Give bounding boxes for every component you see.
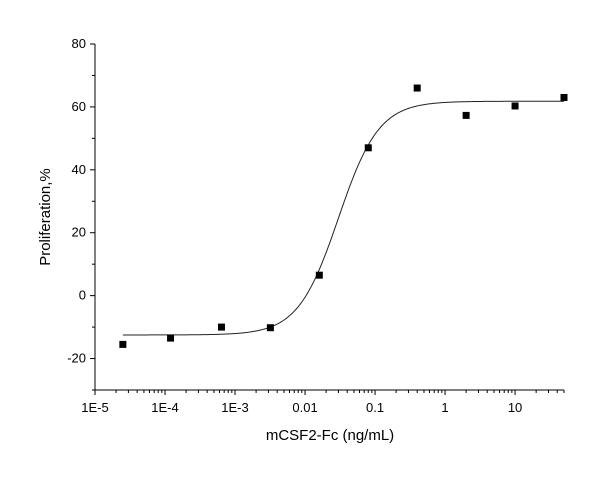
x-tick-label: 0.01 xyxy=(292,400,317,415)
x-tick-label: 1E-3 xyxy=(221,400,248,415)
y-tick-label: 60 xyxy=(72,99,86,114)
y-tick-label: 40 xyxy=(72,162,86,177)
data-point xyxy=(413,84,421,92)
x-axis-title: mCSF2-Fc (ng/mL) xyxy=(266,427,394,444)
data-point xyxy=(462,111,470,119)
x-tick-label: 1E-4 xyxy=(151,400,178,415)
axes xyxy=(94,44,564,391)
data-points xyxy=(119,84,568,348)
fit-curve xyxy=(122,100,564,336)
data-point xyxy=(364,144,372,152)
x-tick-label: 1 xyxy=(441,400,448,415)
y-tick-label: -20 xyxy=(67,351,86,366)
x-tick-label: 10 xyxy=(508,400,522,415)
data-point xyxy=(217,323,225,331)
y-axis-title: Proliferation,% xyxy=(37,168,54,266)
y-ticks: 80 60 40 20 0 -20 xyxy=(67,36,95,391)
data-point xyxy=(511,102,519,110)
data-point xyxy=(560,93,568,101)
x-ticks: 1E-5 1E-4 1E-3 0.01 0.1 1 10 xyxy=(81,390,565,415)
y-tick-label: 80 xyxy=(72,36,86,51)
y-tick-label: 0 xyxy=(79,288,86,303)
data-point xyxy=(315,271,323,279)
data-point xyxy=(167,334,175,342)
data-point xyxy=(119,340,127,348)
x-tick-label: 1E-5 xyxy=(81,400,108,415)
y-tick-label: 20 xyxy=(72,225,86,240)
x-tick-label: 0.1 xyxy=(366,400,384,415)
data-point xyxy=(266,324,274,332)
